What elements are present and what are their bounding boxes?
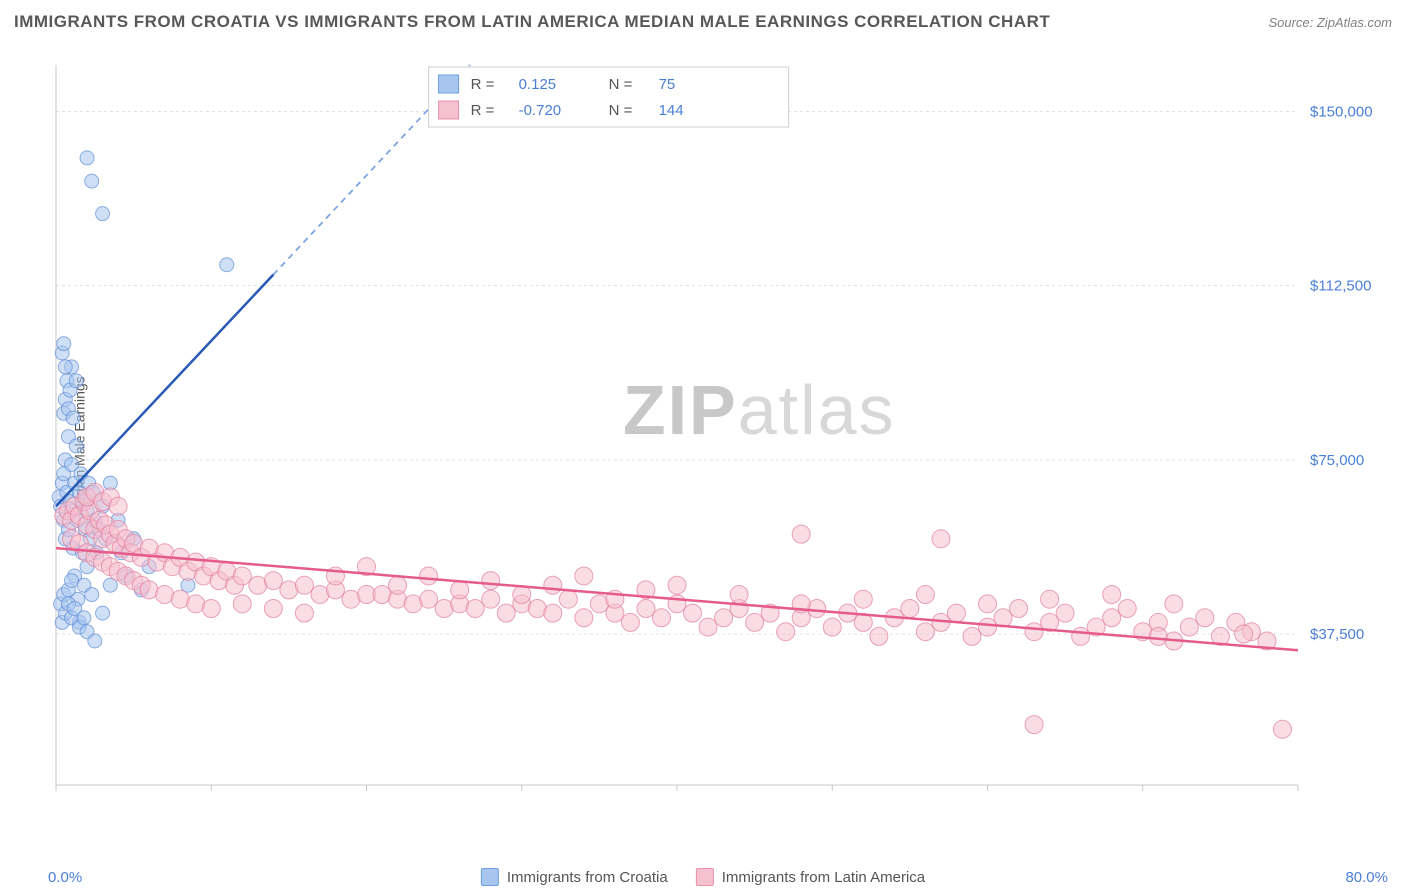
legend-bottom: Immigrants from Croatia Immigrants from …: [481, 868, 925, 886]
svg-text:R =: R =: [471, 76, 495, 93]
chart-title: IMMIGRANTS FROM CROATIA VS IMMIGRANTS FR…: [14, 12, 1050, 32]
svg-text:75: 75: [659, 76, 676, 93]
legend-label-latin: Immigrants from Latin America: [722, 869, 925, 886]
svg-text:0.125: 0.125: [519, 76, 557, 93]
chart-svg: $37,500 $75,000 $112,500 $150,000 R = 0.125 N …: [48, 55, 1388, 825]
svg-text:N =: N =: [609, 76, 633, 93]
svg-text:$150,000: $150,000: [1310, 103, 1373, 120]
svg-text:$37,500: $37,500: [1310, 626, 1364, 643]
source-label: Source: ZipAtlas.com: [1268, 15, 1392, 30]
x-max-label: 80.0%: [1345, 869, 1388, 886]
legend-item-latin: Immigrants from Latin America: [696, 868, 925, 886]
svg-text:R =: R =: [471, 102, 495, 119]
plot-area: $37,500 $75,000 $112,500 $150,000 R = 0.125 N …: [48, 55, 1388, 825]
swatch-latin: [696, 868, 714, 886]
svg-text:144: 144: [659, 102, 684, 119]
x-min-label: 0.0%: [48, 869, 82, 886]
legend-label-croatia: Immigrants from Croatia: [507, 869, 668, 886]
svg-text:$75,000: $75,000: [1310, 452, 1364, 469]
svg-text:$112,500: $112,500: [1310, 278, 1371, 295]
legend-item-croatia: Immigrants from Croatia: [481, 868, 668, 886]
svg-text:-0.720: -0.720: [519, 102, 562, 119]
svg-text:N =: N =: [609, 102, 633, 119]
swatch-croatia: [481, 868, 499, 886]
